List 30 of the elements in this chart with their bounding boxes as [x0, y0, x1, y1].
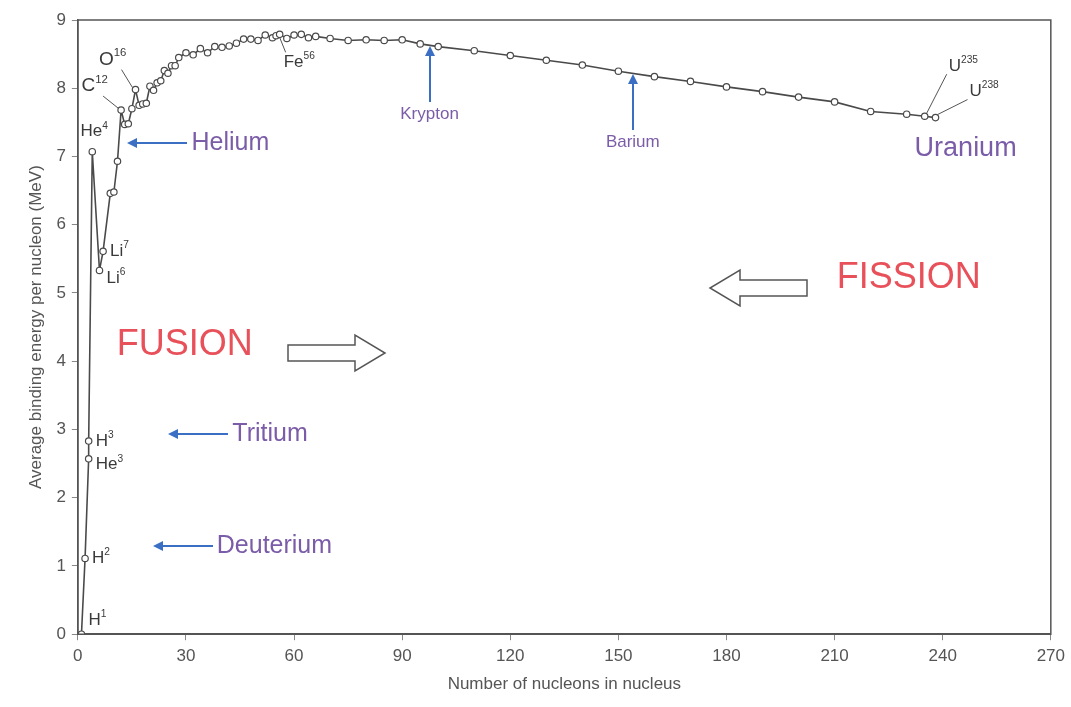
- annotation: Krypton: [400, 104, 459, 124]
- annotation: Deuterium: [216, 530, 333, 559]
- annotation: Helium: [191, 126, 270, 155]
- x-tick-label: 180: [712, 646, 741, 666]
- y-tick-label: 8: [56, 77, 66, 97]
- annotation: FISSION: [836, 254, 981, 296]
- annotation: FUSION: [116, 322, 253, 364]
- x-tick-label: 210: [820, 646, 849, 666]
- y-tick-label: 7: [56, 146, 66, 166]
- y-tick-label: 4: [56, 350, 66, 370]
- x-tick-label: 0: [73, 646, 83, 666]
- x-axis-title: Number of nucleons in nucleus: [447, 674, 682, 694]
- annotation: Uranium: [914, 132, 1017, 163]
- y-axis-title: Average binding energy per nucleon (MeV): [25, 165, 45, 490]
- annotation: Tritium: [232, 417, 308, 446]
- x-tick-label: 90: [392, 646, 412, 666]
- y-tick-label: 0: [56, 623, 66, 643]
- x-tick-label: 150: [604, 646, 633, 666]
- y-tick-label: 5: [56, 282, 66, 302]
- y-tick-label: 9: [56, 9, 66, 29]
- y-tick-label: 1: [56, 555, 66, 575]
- y-tick-label: 3: [56, 419, 66, 439]
- annotation: Barium: [605, 132, 660, 152]
- x-tick-label: 60: [284, 646, 304, 666]
- x-tick-label: 120: [496, 646, 525, 666]
- y-tick-label: 6: [56, 214, 66, 234]
- x-tick-label: 240: [928, 646, 957, 666]
- x-tick-label: 30: [176, 646, 196, 666]
- y-tick-label: 2: [56, 487, 66, 507]
- x-tick-label: 270: [1036, 646, 1066, 666]
